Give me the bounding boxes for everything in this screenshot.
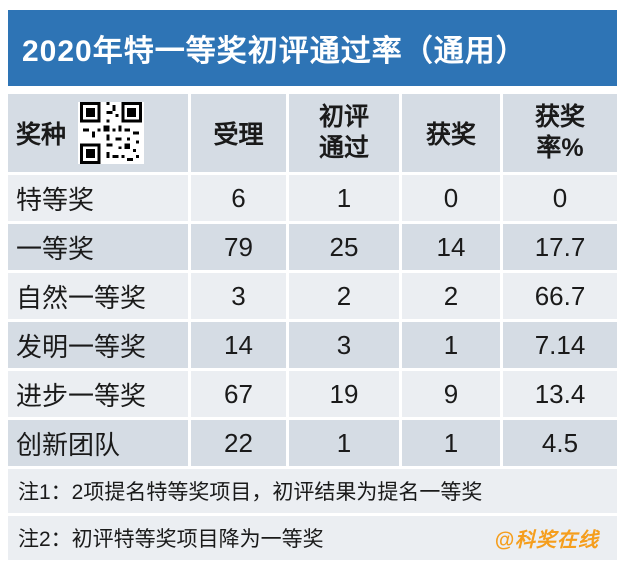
cell-award-rate: 4.5 — [503, 420, 617, 466]
header-cell-preliminary-pass: 初评通过 — [289, 94, 399, 172]
table-row: 进步一等奖 67 19 9 13.4 — [8, 371, 617, 417]
header-cell-accepted: 受理 — [191, 94, 286, 172]
page-title: 2020年特一等奖初评通过率（通用） — [22, 35, 527, 68]
table-row: 特等奖 6 1 0 0 — [8, 175, 617, 221]
row-label: 进步一等奖 — [8, 371, 188, 417]
cell-awarded: 14 — [402, 224, 500, 270]
note-row-1: 注1：2项提名特等奖项目，初评结果为提名一等奖 — [8, 469, 617, 513]
cell-awarded: 1 — [402, 322, 500, 368]
cell-awarded: 0 — [402, 175, 500, 221]
watermark-text: @科奖在线 — [494, 529, 599, 552]
cell-accepted: 6 — [191, 175, 286, 221]
note-text: 注2：初评特等奖项目降为一等奖 — [18, 528, 324, 551]
cell-preliminary-pass: 2 — [289, 273, 399, 319]
header-cell-award-rate: 获奖率% — [503, 94, 617, 172]
row-label: 创新团队 — [8, 420, 188, 466]
note-row-2: 注2：初评特等奖项目降为一等奖 @科奖在线 — [8, 516, 617, 560]
qr-code-icon — [78, 102, 145, 164]
title-bar: 2020年特一等奖初评通过率（通用） — [8, 10, 617, 86]
cell-awarded: 9 — [402, 371, 500, 417]
table-row: 自然一等奖 3 2 2 66.7 — [8, 273, 617, 319]
cell-awarded: 2 — [402, 273, 500, 319]
cell-award-rate: 0 — [503, 175, 617, 221]
cell-preliminary-pass: 1 — [289, 175, 399, 221]
row-label: 发明一等奖 — [8, 322, 188, 368]
row-label: 特等奖 — [8, 175, 188, 221]
cell-award-rate: 66.7 — [503, 273, 617, 319]
table-row: 发明一等奖 14 3 1 7.14 — [8, 322, 617, 368]
column-header-label: 初评通过 — [318, 102, 369, 162]
cell-accepted: 3 — [191, 273, 286, 319]
row-label: 一等奖 — [8, 224, 188, 270]
column-header-label: 获奖 — [425, 121, 476, 149]
table-header-row: 奖种 — [8, 94, 617, 172]
cell-award-rate: 7.14 — [503, 322, 617, 368]
cell-accepted: 79 — [191, 224, 286, 270]
note-text: 注1：2项提名特等奖项目，初评结果为提名一等奖 — [18, 481, 483, 504]
column-header-label: 受理 — [213, 121, 264, 149]
cell-award-rate: 13.4 — [503, 371, 617, 417]
cell-preliminary-pass: 19 — [289, 371, 399, 417]
row-label: 自然一等奖 — [8, 273, 188, 319]
cell-awarded: 1 — [402, 420, 500, 466]
cell-preliminary-pass: 25 — [289, 224, 399, 270]
cell-award-rate: 17.7 — [503, 224, 617, 270]
cell-accepted: 67 — [191, 371, 286, 417]
column-header-label: 奖种 — [16, 121, 67, 149]
table-row: 一等奖 79 25 14 17.7 — [8, 224, 617, 270]
header-cell-awarded: 获奖 — [402, 94, 500, 172]
cell-accepted: 14 — [191, 322, 286, 368]
award-table: 奖种 — [8, 94, 617, 560]
column-header-label: 获奖率% — [534, 102, 585, 162]
cell-preliminary-pass: 1 — [289, 420, 399, 466]
header-cell-award-type: 奖种 — [8, 94, 188, 172]
cell-preliminary-pass: 3 — [289, 322, 399, 368]
table-row: 创新团队 22 1 1 4.5 — [8, 420, 617, 466]
cell-accepted: 22 — [191, 420, 286, 466]
